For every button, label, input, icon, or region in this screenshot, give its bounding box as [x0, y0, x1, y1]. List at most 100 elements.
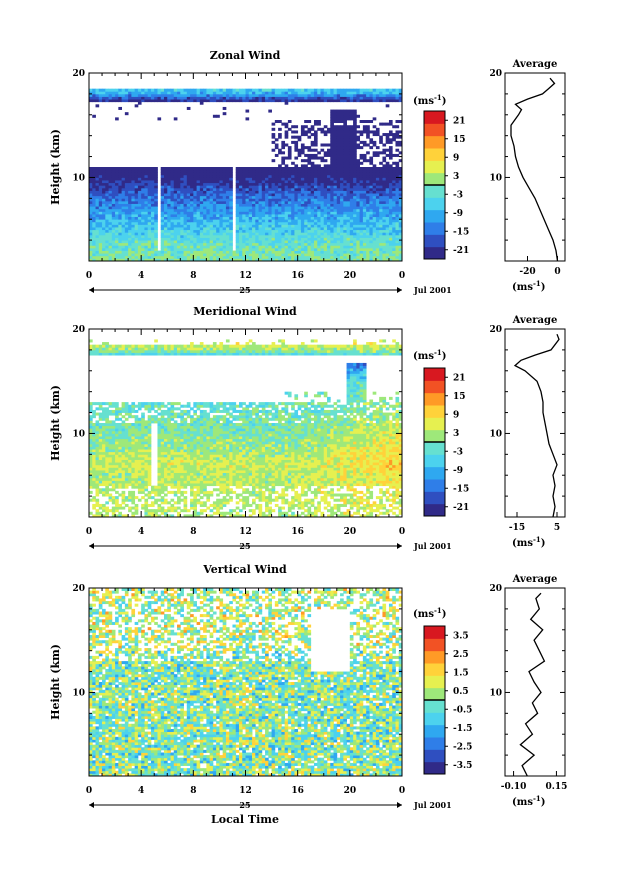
heatmap-cell: [177, 247, 181, 251]
heatmap-cell: [372, 232, 377, 236]
heatmap-cell: [131, 99, 136, 103]
heatmap-cell: [242, 182, 246, 186]
heatmap-cell: [382, 148, 387, 152]
heatmap-cell: [206, 224, 211, 228]
heatmap-cell: [294, 135, 299, 139]
heatmap-cell: [274, 232, 279, 236]
heatmap-cell: [284, 180, 289, 184]
heatmap-cell: [124, 96, 129, 100]
heatmap-cell: [268, 208, 272, 212]
heatmap-cell: [212, 234, 217, 238]
heatmap-cell: [382, 221, 387, 225]
heatmap-cell: [229, 187, 233, 191]
heatmap-cell: [398, 198, 402, 202]
heatmap-cell: [203, 99, 207, 103]
heatmap-cell: [261, 234, 266, 238]
heatmap-cell: [340, 203, 344, 207]
heatmap-cell: [242, 195, 246, 199]
heatmap-cell: [219, 180, 224, 184]
heatmap-cell: [336, 130, 341, 134]
heatmap-cell: [128, 237, 132, 241]
heatmap-cell: [366, 130, 370, 134]
heatmap-cell: [336, 133, 341, 137]
heatmap-cell: [294, 195, 299, 199]
date-axis-arrow-left: [89, 287, 94, 293]
heatmap-cell: [333, 258, 338, 261]
heatmap-cell: [131, 498, 136, 502]
heatmap-cell: [128, 88, 132, 92]
heatmap-cell: [291, 135, 295, 139]
heatmap-cell: [128, 250, 132, 254]
heatmap-cell: [340, 185, 344, 189]
heatmap-cell: [242, 229, 246, 233]
heatmap-cell: [388, 167, 393, 171]
heatmap-cell: [369, 214, 374, 218]
heatmap-cell: [238, 200, 243, 204]
heatmap-cell: [131, 514, 136, 517]
heatmap-cell: [375, 506, 380, 510]
heatmap-cell: [219, 88, 224, 92]
heatmap-cell: [154, 245, 158, 249]
heatmap-cell: [287, 185, 292, 189]
heatmap-cell: [343, 93, 347, 97]
heatmap-cell: [163, 234, 168, 238]
heatmap-cell: [95, 247, 100, 251]
heatmap-cell: [372, 99, 377, 103]
heatmap-cell: [291, 247, 295, 251]
heatmap-cell: [333, 135, 338, 139]
heatmap-cell: [180, 255, 184, 259]
heatmap-cell: [359, 253, 364, 257]
heatmap-cell: [287, 221, 292, 225]
heatmap-cell: [170, 190, 175, 194]
heatmap-cell: [183, 496, 188, 500]
heatmap-cell: [95, 193, 100, 197]
heatmap-cell: [304, 198, 308, 202]
heatmap-cell: [163, 511, 168, 515]
heatmap-cell: [304, 247, 308, 251]
heatmap-cell: [375, 172, 380, 176]
heatmap-cell: [346, 159, 351, 163]
heatmap-cell: [229, 234, 233, 238]
heatmap-cell: [385, 185, 390, 189]
heatmap-cell: [353, 99, 357, 103]
heatmap-cell: [141, 208, 145, 212]
heatmap-cell: [131, 501, 136, 505]
heatmap-cell: [310, 250, 315, 254]
heatmap-cell: [170, 232, 175, 236]
heatmap-cell: [343, 88, 347, 92]
heatmap-cell: [362, 143, 367, 147]
heatmap-cell: [304, 172, 308, 176]
heatmap-cell: [392, 206, 396, 210]
heatmap-cell: [291, 203, 295, 207]
heatmap-cell: [118, 221, 122, 225]
heatmap-cell: [134, 177, 139, 181]
heatmap-cell: [92, 514, 96, 517]
heatmap-cell: [346, 177, 351, 181]
colorbar-swatch: [424, 111, 445, 124]
heatmap-cell: [320, 91, 325, 95]
heatmap-cell: [307, 240, 312, 244]
heatmap-cell: [144, 514, 149, 517]
heatmap-cell: [366, 253, 370, 257]
heatmap-cell: [258, 247, 263, 251]
heatmap-cell: [193, 503, 197, 507]
heatmap-cell: [102, 258, 106, 261]
heatmap-cell: [320, 172, 325, 176]
heatmap-cell: [190, 200, 194, 204]
heatmap-cell: [281, 240, 286, 244]
heatmap-cell: [134, 104, 139, 108]
heatmap-cell: [287, 245, 292, 249]
heatmap-cell: [278, 193, 282, 197]
heatmap-cell: [219, 198, 224, 202]
heatmap-cell: [336, 255, 341, 259]
heatmap-cell: [271, 240, 276, 244]
heatmap-cell: [134, 182, 139, 186]
heatmap-cell: [115, 496, 119, 500]
heatmap-cell: [167, 509, 171, 513]
heatmap-cell: [258, 193, 263, 197]
heatmap-cell: [222, 112, 227, 116]
heatmap-cell: [252, 187, 256, 191]
heatmap-cell: [180, 182, 184, 186]
heatmap-cell: [131, 203, 136, 207]
heatmap-cell: [271, 234, 276, 238]
